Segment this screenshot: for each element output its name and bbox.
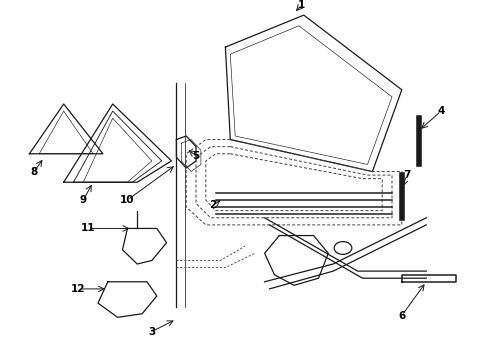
Text: 5: 5 [193, 150, 199, 161]
Text: 11: 11 [81, 224, 96, 233]
Text: 12: 12 [71, 284, 86, 294]
Text: 2: 2 [210, 200, 217, 210]
Text: 4: 4 [437, 106, 445, 116]
Text: 3: 3 [148, 327, 155, 337]
Text: 1: 1 [298, 0, 305, 10]
Text: 6: 6 [398, 311, 405, 320]
Text: 10: 10 [120, 195, 135, 205]
Text: 9: 9 [80, 195, 87, 205]
Text: 7: 7 [403, 170, 411, 180]
Text: 8: 8 [31, 167, 38, 176]
